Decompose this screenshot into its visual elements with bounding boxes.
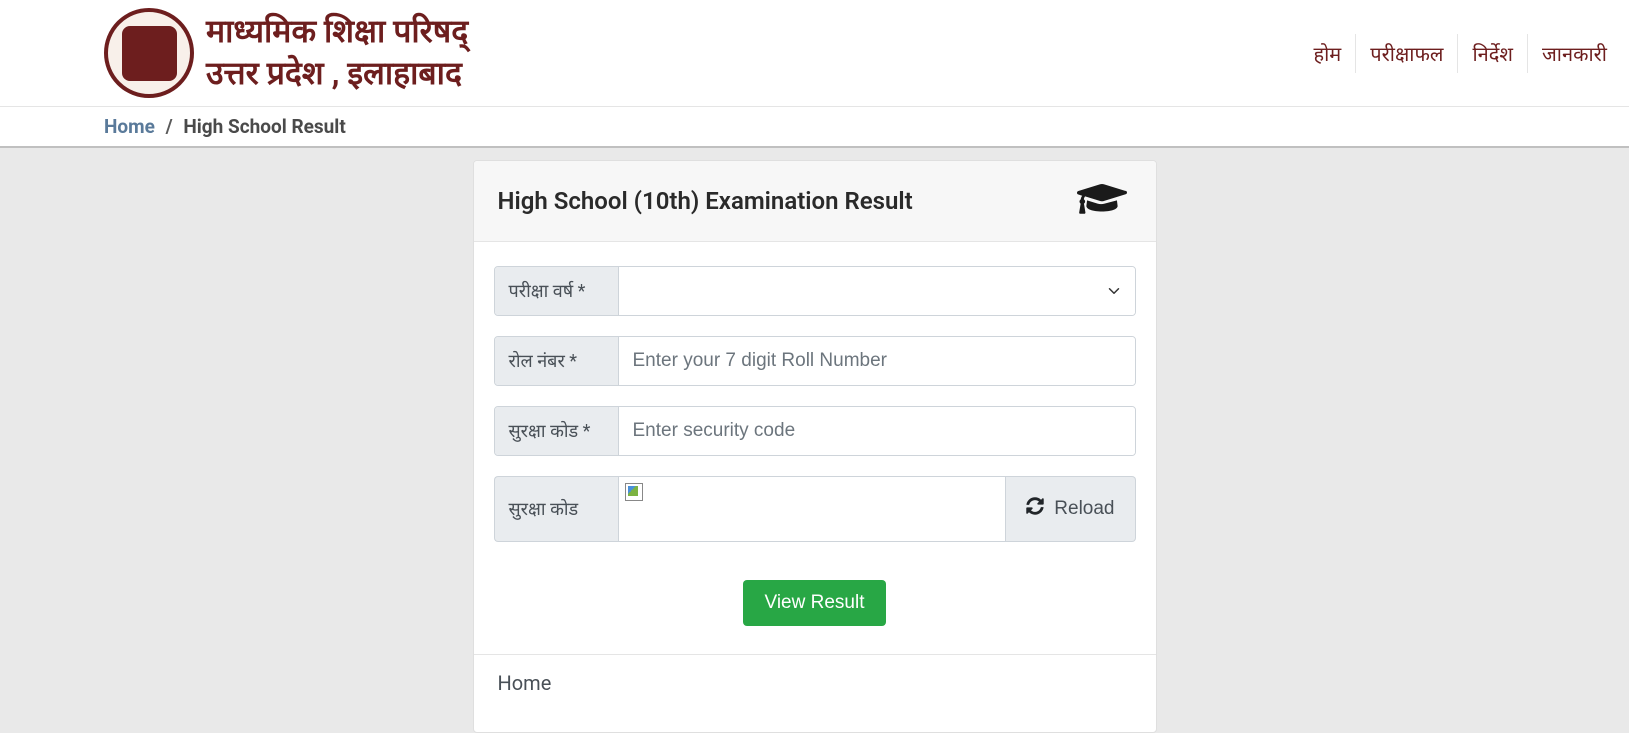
header: माध्यमिक शिक्षा परिषद् उत्तर प्रदेश , इल…: [0, 0, 1629, 106]
nav-results[interactable]: परीक्षाफल: [1356, 34, 1458, 73]
breadcrumb-separator: /: [166, 115, 173, 138]
exam-year-select[interactable]: [619, 267, 1135, 315]
breadcrumb-home-link[interactable]: Home: [104, 115, 155, 138]
exam-year-label: परीक्षा वर्ष *: [495, 267, 619, 315]
reload-icon: [1026, 497, 1044, 521]
card-body: परीक्षा वर्ष * रोल नंबर * सुरक्षा कोड * …: [474, 242, 1156, 654]
logo-emblem-icon: [104, 8, 194, 98]
logo-section: माध्यमिक शिक्षा परिषद् उत्तर प्रदेश , इल…: [104, 8, 468, 98]
reload-label: Reload: [1054, 498, 1114, 520]
breadcrumb: Home / High School Result: [0, 106, 1629, 148]
exam-year-group: परीक्षा वर्ष *: [494, 266, 1136, 316]
captcha-label: सुरक्षा कोड: [494, 476, 618, 542]
roll-number-group: रोल नंबर *: [494, 336, 1136, 386]
roll-number-label: रोल नंबर *: [495, 337, 619, 385]
captcha-row: सुरक्षा कोड Reload: [494, 476, 1136, 542]
card-footer: Home: [474, 654, 1156, 711]
card-header: High School (10th) Examination Result: [474, 161, 1156, 242]
security-code-group: सुरक्षा कोड *: [494, 406, 1136, 456]
card-title: High School (10th) Examination Result: [498, 187, 913, 215]
footer-home-link[interactable]: Home: [498, 671, 552, 695]
roll-number-input[interactable]: [619, 337, 1135, 385]
reload-button[interactable]: Reload: [1006, 476, 1135, 542]
nav-links: होम परीक्षाफल निर्देश जानकारी: [1299, 34, 1629, 73]
security-code-input[interactable]: [619, 407, 1135, 455]
org-line2: उत्तर प्रदेश , इलाहाबाद: [206, 53, 468, 95]
nav-info[interactable]: जानकारी: [1528, 34, 1621, 73]
submit-row: View Result: [494, 580, 1136, 626]
nav-directions[interactable]: निर्देश: [1458, 34, 1528, 73]
captcha-image: [618, 476, 1007, 542]
security-code-label: सुरक्षा कोड *: [495, 407, 619, 455]
org-title: माध्यमिक शिक्षा परिषद् उत्तर प्रदेश , इल…: [206, 11, 468, 94]
breadcrumb-current: High School Result: [183, 115, 345, 138]
org-line1: माध्यमिक शिक्षा परिषद्: [206, 11, 468, 53]
broken-image-icon: [625, 483, 643, 501]
main-area: High School (10th) Examination Result पर…: [0, 148, 1629, 733]
graduation-cap-icon: [1072, 179, 1132, 223]
view-result-button[interactable]: View Result: [743, 580, 887, 626]
nav-home[interactable]: होम: [1299, 34, 1356, 73]
result-card: High School (10th) Examination Result पर…: [473, 160, 1157, 733]
